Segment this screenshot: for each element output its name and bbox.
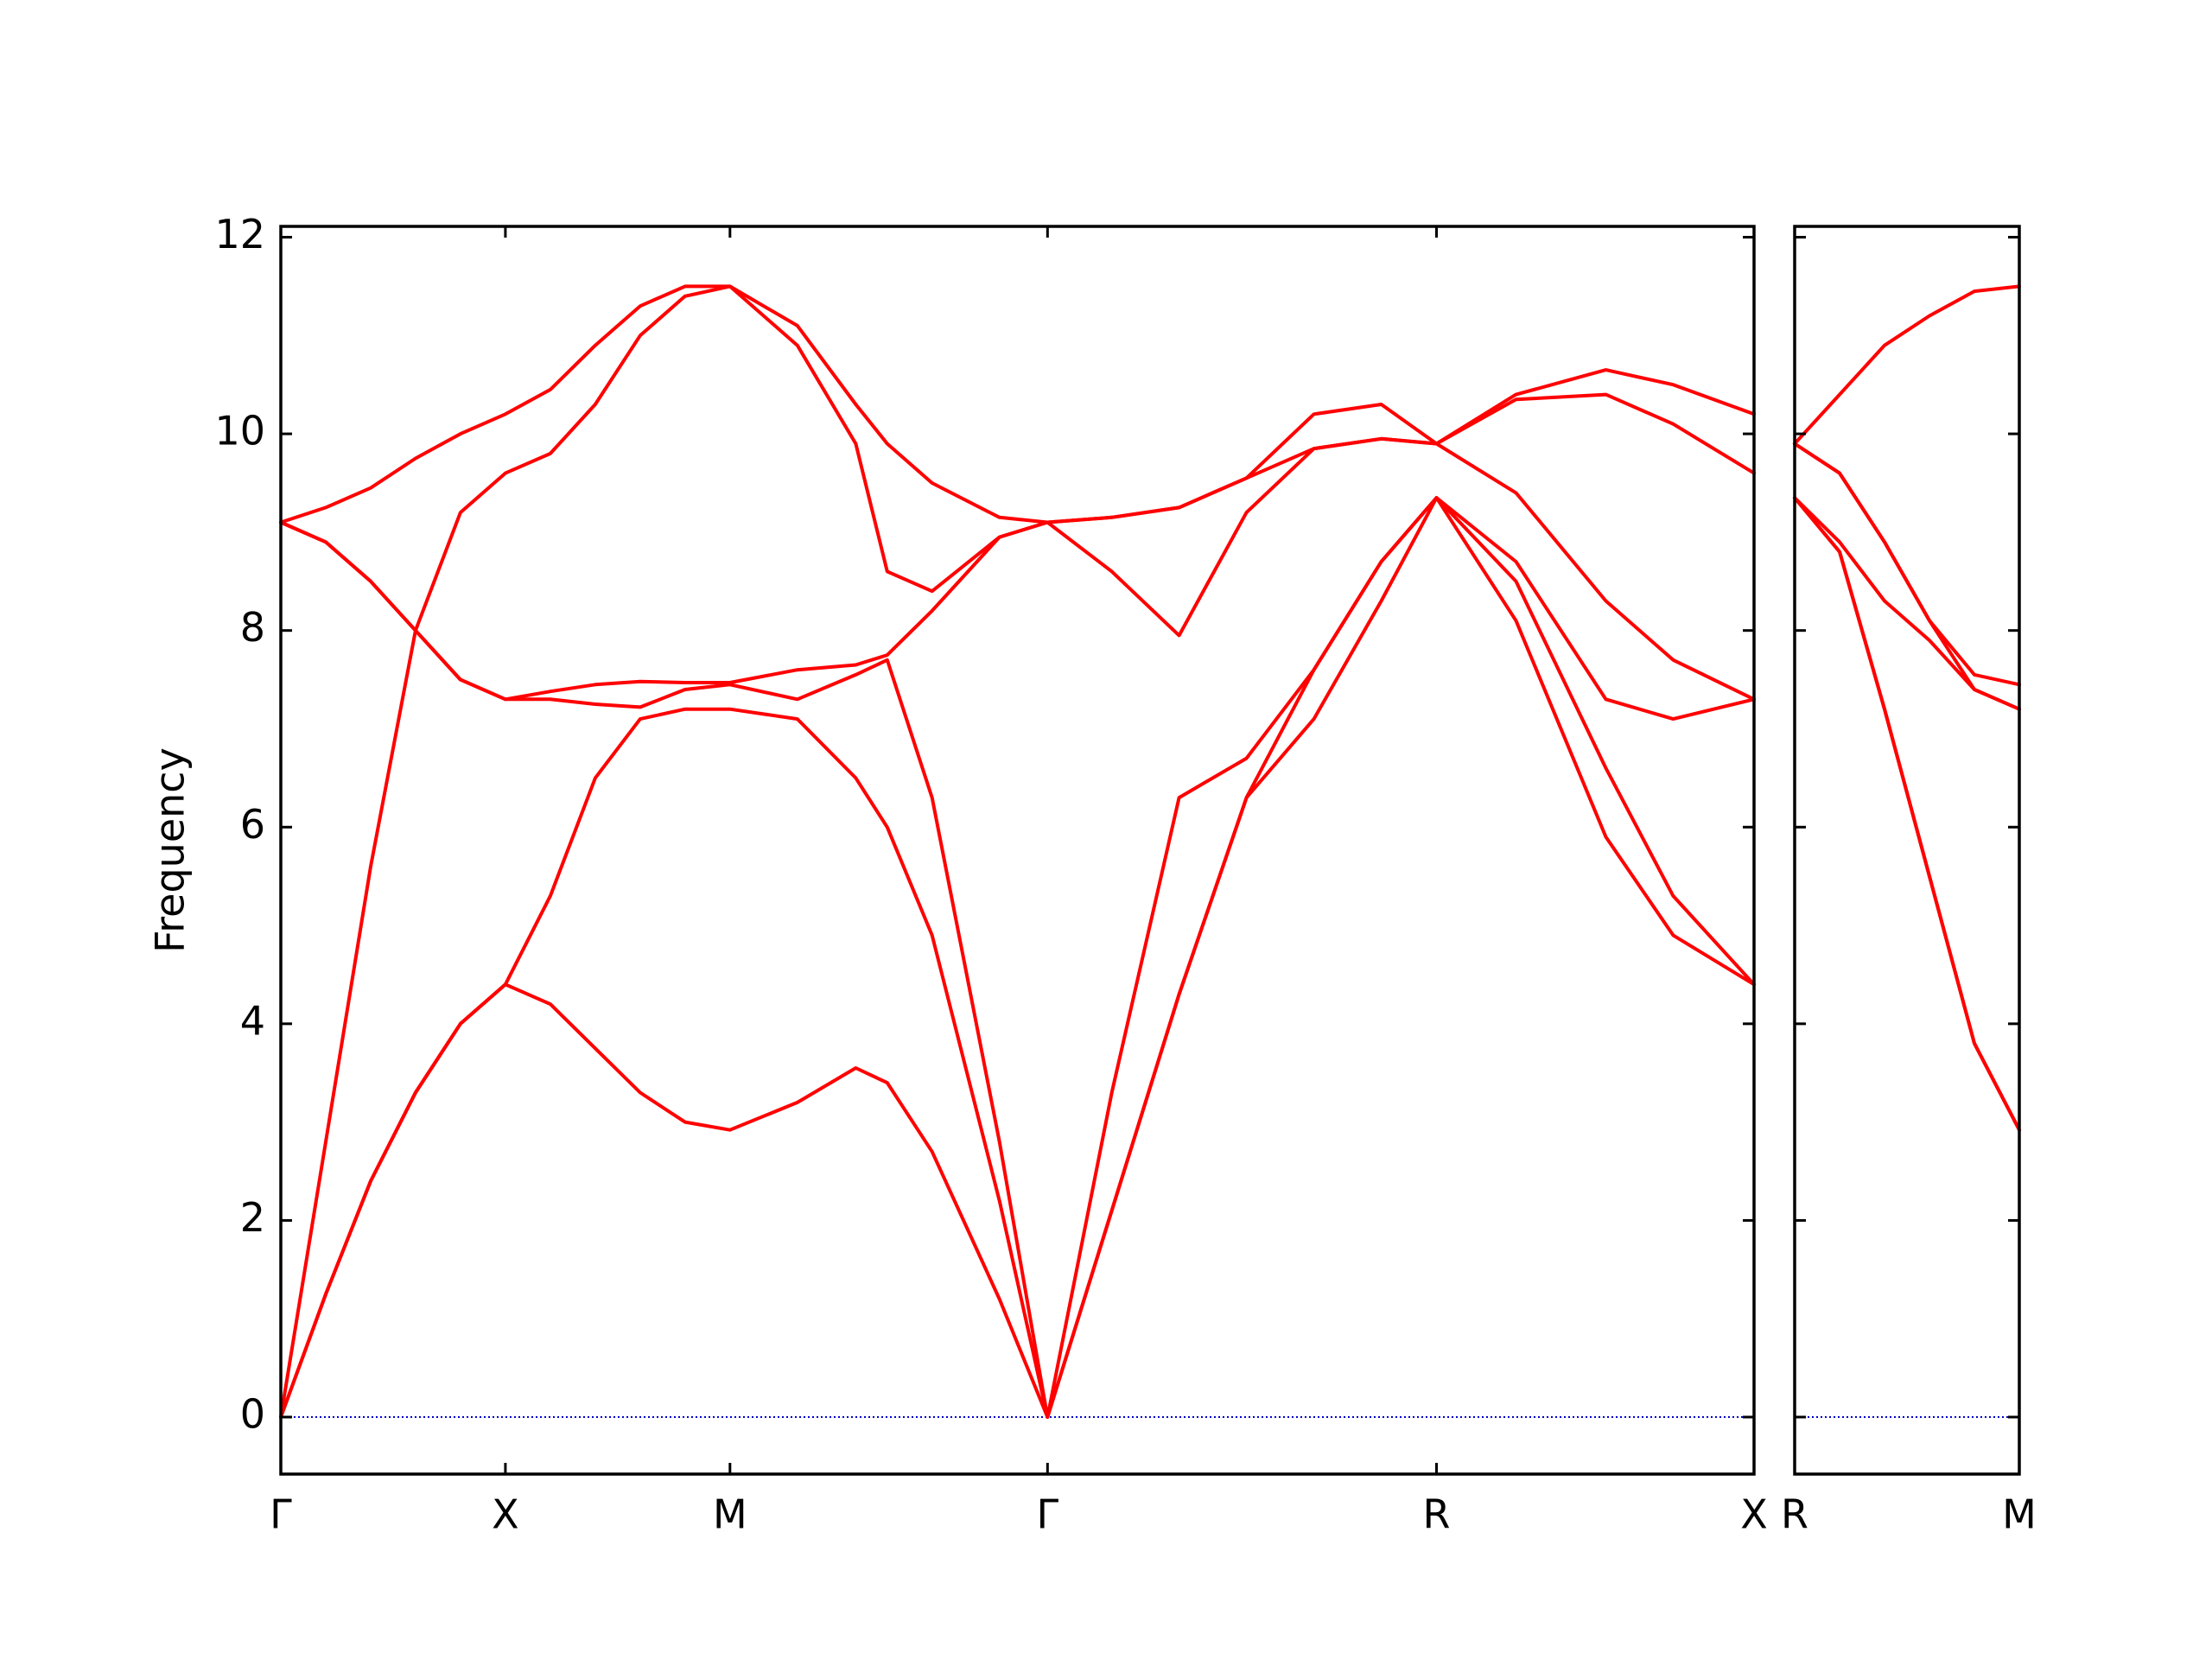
band-line — [279, 284, 1756, 632]
y-tick-label: 4 — [240, 997, 265, 1044]
band-line — [1793, 284, 2021, 446]
x-tick-label: R — [1423, 1491, 1451, 1538]
y-tick-label: 6 — [240, 801, 265, 848]
x-tick-label: M — [713, 1491, 747, 1538]
band-line — [279, 284, 1756, 524]
plot-frame — [279, 225, 1756, 1476]
x-tick-label: R — [1781, 1491, 1808, 1538]
y-tick-label: 8 — [240, 604, 265, 651]
plot-frame — [1793, 225, 2021, 1476]
y-tick-label: 0 — [240, 1391, 265, 1438]
band-line — [1793, 496, 2021, 1132]
band-line — [1793, 442, 2021, 687]
band-line — [1793, 496, 2021, 1132]
y-tick-label: 10 — [214, 408, 265, 454]
x-tick-label: Γ — [1037, 1491, 1059, 1538]
y-tick-label: 12 — [214, 211, 265, 257]
band-line — [279, 496, 1756, 1419]
x-tick-label: X — [1740, 1491, 1768, 1538]
y-tick-label: 2 — [240, 1194, 265, 1241]
x-tick-label: Γ — [270, 1491, 292, 1538]
x-tick-label: X — [492, 1491, 519, 1538]
band-line — [1793, 442, 2021, 711]
y-axis-label: Frequency — [147, 747, 194, 953]
x-tick-label: M — [2002, 1491, 2037, 1538]
